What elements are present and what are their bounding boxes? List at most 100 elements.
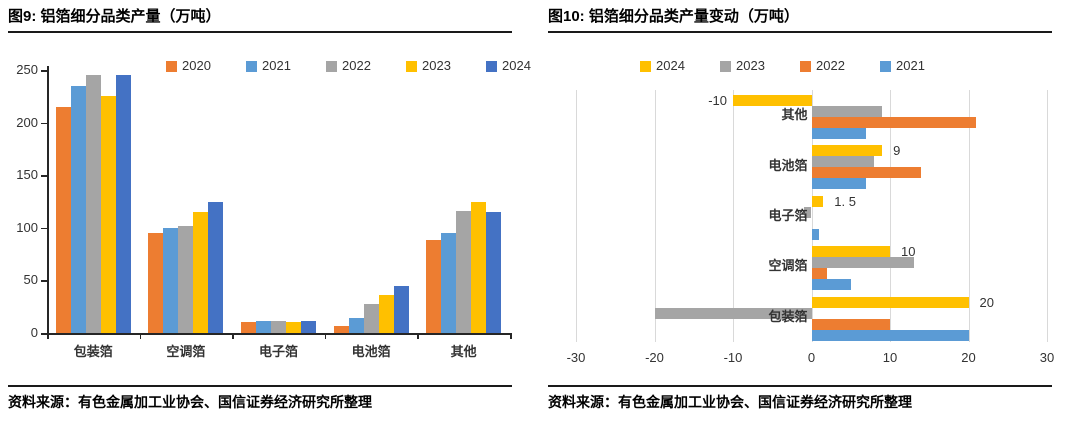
bar-2021-cat3 [811,279,851,291]
figure9-title: 图9: 铝箔细分品类产量（万吨） [8,8,221,25]
y-tick-mark-100 [41,227,47,230]
y-tick-mark-150 [41,175,47,177]
legend-item-2021: 2021 [246,59,291,73]
bar-2021-cat1 [811,178,867,190]
legend-item-2024: 2024 [640,59,685,73]
x-tick-mark-2 [232,333,234,339]
legend-item-2023: 2023 [406,59,451,73]
legend-label-2021: 2021 [262,58,291,73]
x-tick-label--20: -20 [645,350,664,365]
legend-label-2023: 2023 [736,58,765,73]
bar-2020-cat4 [426,240,442,333]
bar-2024-cat1 [811,145,883,157]
x-tick-label--10: -10 [723,350,743,365]
legend-label-2020: 2020 [182,58,211,73]
gridline--10 [733,90,734,342]
x-tick-mark-1 [139,333,142,339]
bar-2021-cat4 [811,329,969,341]
bar-2020-cat2 [241,322,256,333]
x-category-label-3: 电池箔 [351,344,391,359]
bar-2020-cat3 [333,325,349,333]
x-tick-mark-0 [47,333,49,339]
x-tick-mark-5 [510,333,512,339]
x-tick-label-30: 30 [1039,350,1055,365]
category-label-3: 空调箔 [768,258,808,274]
data-label-2024-cat4: 20 [979,294,994,310]
bar-2021-cat2 [811,228,820,240]
y-tick-label-100: 100 [16,219,38,235]
legend-swatch-2022 [326,60,337,72]
bar-2022-cat2 [271,321,286,333]
y-tick-label-50: 50 [23,272,38,288]
legend-swatch-2024 [486,60,497,72]
bar-2021-cat4 [441,233,457,333]
legend-label-2024: 2024 [502,58,531,73]
bar-2020-cat0 [55,106,71,333]
bar-2022-cat1 [811,167,922,179]
bar-2021-cat2 [256,321,271,333]
y-axis-line [47,66,49,334]
bar-2022-cat1 [178,225,194,333]
gridline-0 [811,90,813,342]
bar-2021-cat1 [163,227,179,333]
legend-label-2022: 2022 [816,58,845,73]
gridline-10 [890,90,891,342]
data-label-2024-cat0: -10 [708,93,727,108]
bar-2024-cat1 [208,201,224,333]
x-category-label-0: 包装箔 [73,344,113,359]
legend-item-2022: 2022 [800,59,845,73]
panel-figure-9: 图9: 铝箔细分品类产量（万吨） 2020 2021 2022 2023 2024 0 50… [0,8,540,410]
bar-2023-cat1 [811,156,875,168]
bar-2021-cat0 [811,128,867,139]
x-tick-label-0: 0 [807,350,816,365]
bar-2024-cat4 [486,212,502,333]
x-tick-label--30: -30 [566,350,586,365]
legend-label-2024: 2024 [656,58,685,73]
figure10-title-divider [548,31,1052,33]
bar-2024-cat0 [733,95,812,106]
legend-label-2021: 2021 [896,58,925,73]
bar-2023-cat3 [378,295,394,333]
figure9-title-divider [8,31,512,33]
bar-2024-cat2 [301,320,316,333]
figure10-title: 图10: 铝箔细分品类产量变动（万吨） [548,8,799,25]
legend-item-2023: 2023 [720,59,765,73]
panel-figure-10: 图10: 铝箔细分品类产量变动（万吨） 2024 2023 2022 2021 -30 -… [540,0,1080,422]
y-tick-label-150: 150 [16,167,38,183]
legend-item-2020: 2020 [166,59,211,73]
bar-2022-cat0 [85,75,101,333]
x-axis-line [47,333,511,335]
legend-swatch-2021 [880,60,891,72]
gridline--30 [576,90,577,342]
gridline-20 [968,90,970,342]
bar-2020-cat1 [148,233,164,333]
bar-2022-cat0 [811,117,977,128]
legend-swatch-2022 [800,60,811,72]
x-category-label-4: 其他 [450,344,477,359]
figure9-grouped-bar-chart: 2020 2021 2022 2023 2024 0 50 100 150 200 250 包装箔 空调… [0,40,540,375]
category-label-2: 电子箔 [768,208,808,223]
x-category-label-1: 空调箔 [166,344,206,359]
gridline--20 [654,90,656,342]
data-label-2024-cat1: 9 [893,143,901,159]
data-label-2024-cat2: 1. 5 [834,193,856,209]
bar-2022-cat4 [811,318,890,330]
category-label-0: 其他 [781,107,808,123]
bar-2024-cat2 [811,195,824,207]
bar-2023-cat2 [286,322,301,333]
figure9-source-divider [8,385,512,387]
figure10-source-divider [548,385,1052,387]
bar-2023-cat0 [100,96,116,333]
y-tick-mark-200 [41,122,47,125]
y-tick-label-0: 0 [30,325,38,340]
legend-label-2023: 2023 [422,58,451,73]
category-label-4: 包装箔 [768,308,808,324]
x-tick-label-20: 20 [961,350,976,365]
y-tick-mark-50 [41,280,47,282]
y-tick-mark-0 [41,333,47,335]
bar-2022-cat3 [811,268,828,280]
bar-2024-cat4 [811,296,969,308]
legend-swatch-2024 [640,60,651,72]
bar-2022-cat3 [363,303,379,333]
